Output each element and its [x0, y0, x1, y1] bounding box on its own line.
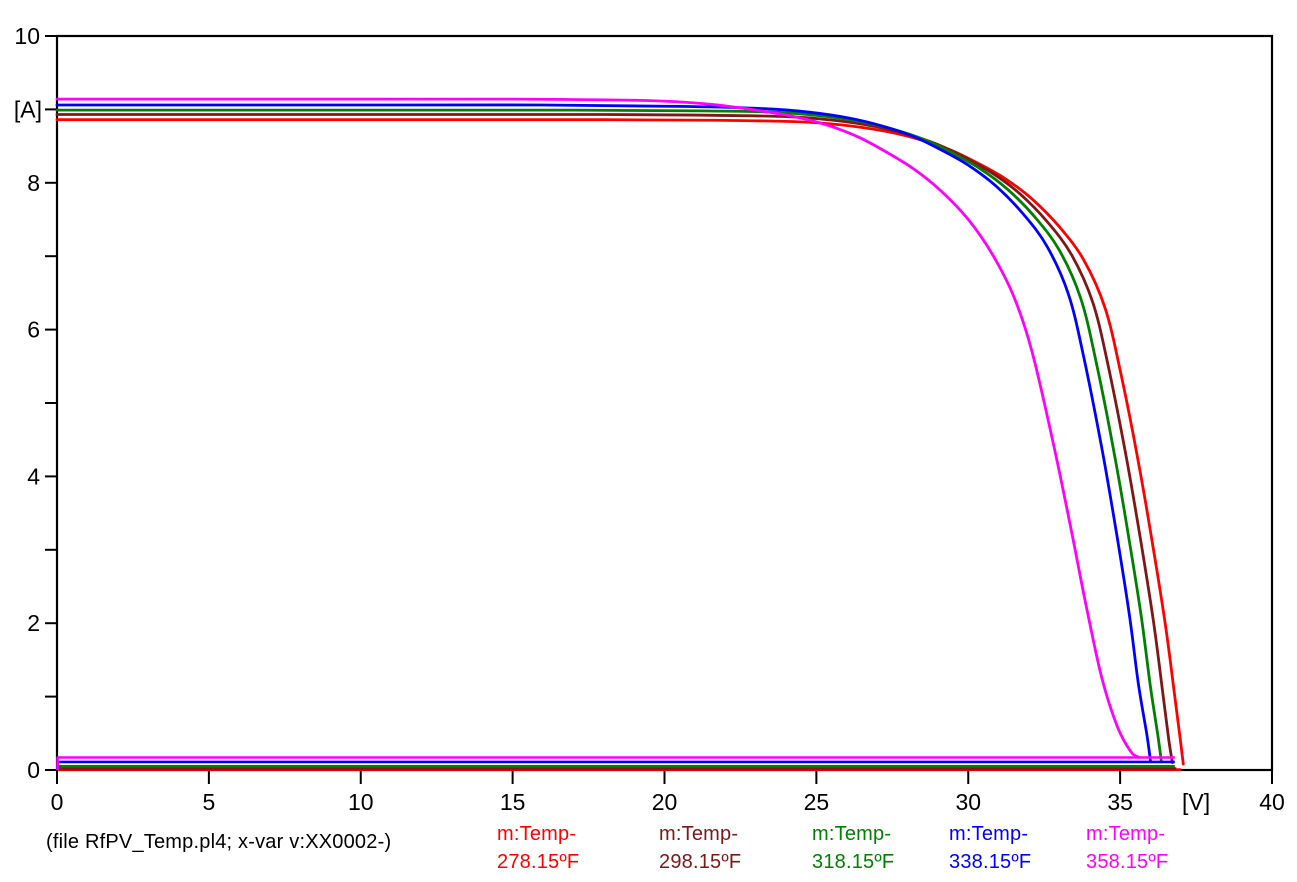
- legend-series-temp: 298.15ºF: [659, 851, 742, 873]
- series-tail-line-298.15ºF: [56, 767, 1177, 770]
- x-axis-tick-label: 30: [955, 789, 981, 815]
- x-axis-tick-label: 15: [500, 789, 526, 815]
- y-axis-tick-label: 10: [14, 23, 40, 49]
- y-axis-tick-label: 6: [27, 317, 40, 343]
- legend-entry-278.15ºF: m:Temp- 278.15ºF: [497, 820, 579, 876]
- y-axis-tick-label: 8: [27, 170, 40, 196]
- legend-series-name: m:Temp-: [497, 823, 577, 845]
- series-curve-338.15ºF: [55, 103, 1152, 763]
- plot-frame: [55, 34, 1274, 772]
- y-axis-tick-label: 2: [27, 610, 40, 636]
- series-curve-318.15ºF: [55, 108, 1163, 764]
- series-curve-358.15ºF: [55, 97, 1141, 759]
- legend-series-temp: 338.15ºF: [949, 851, 1032, 873]
- y-axis-unit-label: [A]: [14, 96, 42, 122]
- series-curve-298.15ºF: [55, 113, 1174, 765]
- legend-entry-298.15ºF: m:Temp- 298.15ºF: [659, 820, 741, 876]
- y-axis-tick-label: 0: [27, 757, 40, 783]
- legend-series-temp: 358.15ºF: [1086, 851, 1169, 873]
- legend-entry-358.15ºF: m:Temp- 358.15ºF: [1086, 820, 1168, 876]
- x-axis-tick-label: 40: [1259, 789, 1285, 815]
- series-curve-278.15ºF: [55, 118, 1185, 766]
- y-axis-tick-label: 4: [27, 463, 40, 489]
- x-axis-tick-label: 25: [804, 789, 830, 815]
- file-info-text: (file RfPV_Temp.pl4; x-var v:XX0002-): [46, 831, 392, 853]
- legend-series-temp: 318.15ºF: [812, 851, 895, 873]
- x-axis-unit-label: [V]: [1182, 789, 1210, 815]
- x-axis-tick-label: 20: [652, 789, 678, 815]
- legend-series-name: m:Temp-: [1086, 823, 1166, 845]
- legend-series-name: m:Temp-: [949, 823, 1029, 845]
- x-axis-tick-label: 0: [51, 789, 64, 815]
- legend-series-name: m:Temp-: [659, 823, 739, 845]
- legend-entry-318.15ºF: m:Temp- 318.15ºF: [812, 820, 894, 876]
- legend-entry-338.15ºF: m:Temp- 338.15ºF: [949, 820, 1031, 876]
- series-tail-line-358.15ºF: [56, 756, 1175, 770]
- legend-series-temp: 278.15ºF: [497, 851, 580, 873]
- legend-series-name: m:Temp-: [812, 823, 892, 845]
- x-axis-tick-label: 5: [202, 789, 215, 815]
- x-axis-tick-label: 10: [348, 789, 374, 815]
- x-axis-tick-label: 35: [1107, 789, 1133, 815]
